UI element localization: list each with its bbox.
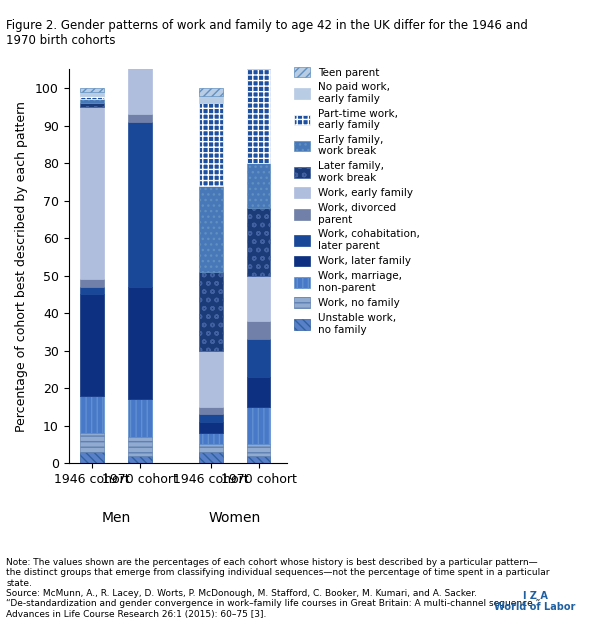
Bar — [199, 88, 223, 96]
Text: Men: Men — [102, 511, 131, 524]
Bar — [128, 399, 151, 437]
Legend: Teen parent, No paid work,
early family, Part-time work,
early family, Early fam: Teen parent, No paid work, early family,… — [294, 67, 420, 334]
Bar — [128, 122, 151, 287]
Bar — [199, 103, 223, 186]
Bar — [128, 287, 151, 399]
Bar — [80, 452, 104, 463]
Bar — [247, 321, 271, 339]
Bar — [247, 339, 271, 377]
Text: Figure 2. Gender patterns of work and family to age 42 in the UK differ for the : Figure 2. Gender patterns of work and fa… — [6, 19, 528, 47]
Bar — [80, 92, 104, 96]
Bar — [199, 422, 223, 433]
Bar — [199, 272, 223, 351]
Bar — [199, 433, 223, 444]
Y-axis label: Percentage of cohort best described by each pattern: Percentage of cohort best described by e… — [15, 101, 28, 432]
Bar — [80, 88, 104, 92]
Bar — [247, 58, 271, 69]
Text: Women: Women — [209, 511, 261, 524]
Bar — [80, 279, 104, 287]
Bar — [199, 414, 223, 422]
Bar — [80, 287, 104, 294]
Bar — [80, 103, 104, 107]
Bar — [199, 96, 223, 103]
Bar — [247, 51, 271, 58]
Bar — [128, 54, 151, 58]
Text: I Z A
World of Labor: I Z A World of Labor — [494, 591, 576, 612]
Bar — [128, 66, 151, 114]
Bar — [247, 377, 271, 407]
Bar — [80, 433, 104, 452]
Bar — [80, 294, 104, 396]
Bar — [199, 452, 223, 463]
Bar — [247, 444, 271, 456]
Bar — [128, 437, 151, 456]
Bar — [247, 69, 271, 163]
Bar — [128, 47, 151, 51]
Bar — [247, 407, 271, 444]
Bar — [247, 163, 271, 208]
Bar — [247, 276, 271, 321]
Bar — [80, 396, 104, 433]
Bar — [247, 456, 271, 463]
Bar — [199, 407, 223, 414]
Bar — [199, 186, 223, 272]
Bar — [199, 444, 223, 452]
Text: Note: The values shown are the percentages of each cohort whose history is best : Note: The values shown are the percentag… — [6, 558, 550, 619]
Bar — [247, 208, 271, 276]
Bar — [128, 456, 151, 463]
Bar — [80, 107, 104, 279]
Bar — [128, 114, 151, 122]
Bar — [80, 96, 104, 99]
Bar — [128, 51, 151, 54]
Bar — [80, 99, 104, 103]
Bar — [199, 351, 223, 407]
Bar — [128, 62, 151, 66]
Bar — [128, 58, 151, 62]
